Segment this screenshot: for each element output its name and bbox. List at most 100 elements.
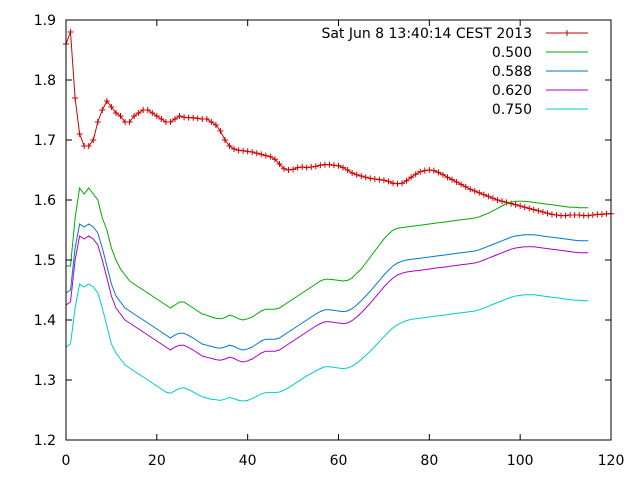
series-point xyxy=(535,207,542,214)
series-point xyxy=(480,191,487,198)
series-point xyxy=(489,195,496,202)
series-point xyxy=(385,178,392,185)
series-line-3 xyxy=(65,235,589,363)
series-point xyxy=(281,165,287,172)
series-point xyxy=(362,174,369,181)
series-point xyxy=(585,212,592,219)
series-point xyxy=(271,156,278,163)
x-tick-label: 80 xyxy=(420,453,438,469)
series-markers-0 xyxy=(63,29,614,219)
series-line-2 xyxy=(65,223,589,351)
series-point xyxy=(340,164,347,171)
series-point xyxy=(353,171,360,178)
y-tick-label: 1.9 xyxy=(34,13,56,29)
axes-layer: 0 20 40 60 80 100 120 1.2 1.3 1.4 1.5 1.6 1.7 1.8 1.9 xyxy=(34,13,625,469)
series-point xyxy=(135,110,142,116)
series-point xyxy=(412,171,419,178)
y-tick-label: 1.7 xyxy=(34,133,56,149)
series-point xyxy=(240,147,247,154)
series-point xyxy=(471,188,478,194)
series-point xyxy=(598,211,605,218)
series-point xyxy=(99,107,106,113)
y-tick-label: 1.2 xyxy=(34,433,56,449)
series-point xyxy=(349,170,356,176)
series-point xyxy=(458,181,465,188)
legend-label-4: 0.750 xyxy=(492,102,532,118)
y-tick-label: 1.5 xyxy=(34,253,56,269)
series-point xyxy=(390,180,396,187)
series-point xyxy=(226,143,233,149)
series-point xyxy=(485,193,492,200)
series-point xyxy=(308,164,315,170)
series-point xyxy=(449,176,456,183)
series-point xyxy=(208,119,215,125)
series-point xyxy=(276,161,283,167)
series-point xyxy=(430,167,437,174)
series-point xyxy=(344,167,351,173)
y-tick-label: 1.8 xyxy=(34,73,56,89)
series-point xyxy=(203,116,210,122)
series-point xyxy=(548,211,555,218)
series-point xyxy=(462,183,469,190)
x-tick-label: 60 xyxy=(330,453,348,469)
series-point xyxy=(158,116,165,122)
series-point xyxy=(408,174,415,181)
legend: Sat Jun 8 13:40:14 CEST 2013 0.500 0.588 0.… xyxy=(321,26,588,118)
series-point xyxy=(176,113,183,119)
series-point xyxy=(76,131,83,137)
series-point xyxy=(112,110,119,116)
series-point xyxy=(299,164,306,170)
series-point xyxy=(435,169,442,176)
series-point xyxy=(589,212,596,218)
series-point xyxy=(108,104,115,110)
series-point xyxy=(285,167,292,173)
series-point xyxy=(403,177,410,184)
series-layer xyxy=(63,29,614,402)
series-point xyxy=(562,212,569,219)
series-point xyxy=(399,180,406,187)
series-point xyxy=(553,212,560,218)
series-point xyxy=(439,171,446,178)
series-point xyxy=(117,113,124,119)
series-point xyxy=(394,180,401,187)
series-point xyxy=(235,147,242,154)
series-point xyxy=(517,203,524,209)
series-point xyxy=(376,176,383,183)
series-point xyxy=(290,166,297,173)
series-point xyxy=(380,177,387,184)
series-line-1 xyxy=(66,186,589,321)
series-point xyxy=(317,162,324,169)
x-tick-label: 100 xyxy=(507,453,534,469)
series-point xyxy=(444,174,451,181)
series-point xyxy=(326,161,333,168)
series-point xyxy=(194,115,201,122)
series-point xyxy=(576,212,583,218)
series-point xyxy=(530,206,537,213)
series-point xyxy=(330,162,337,169)
series-point xyxy=(144,107,151,113)
series-point xyxy=(267,153,274,160)
series-point xyxy=(167,119,174,125)
series-point xyxy=(294,164,301,171)
series-line-4 xyxy=(65,283,589,402)
series-point xyxy=(249,149,256,155)
series-point xyxy=(539,209,546,215)
legend-label-3: 0.620 xyxy=(492,83,532,99)
series-point xyxy=(417,168,424,175)
series-point xyxy=(153,113,160,119)
series-point xyxy=(190,114,197,121)
series-point xyxy=(217,128,224,134)
series-point xyxy=(358,173,365,179)
series-point xyxy=(512,201,519,208)
x-tick-label: 120 xyxy=(598,453,625,469)
x-tick-label: 20 xyxy=(148,453,166,469)
series-point xyxy=(521,204,528,211)
series-point xyxy=(67,29,74,35)
series-point xyxy=(212,122,219,128)
series-point xyxy=(476,189,483,196)
series-point xyxy=(526,205,533,212)
series-point xyxy=(312,163,319,170)
x-tick-label: 0 xyxy=(62,453,71,469)
series-point xyxy=(253,150,260,157)
series-point xyxy=(103,98,110,104)
